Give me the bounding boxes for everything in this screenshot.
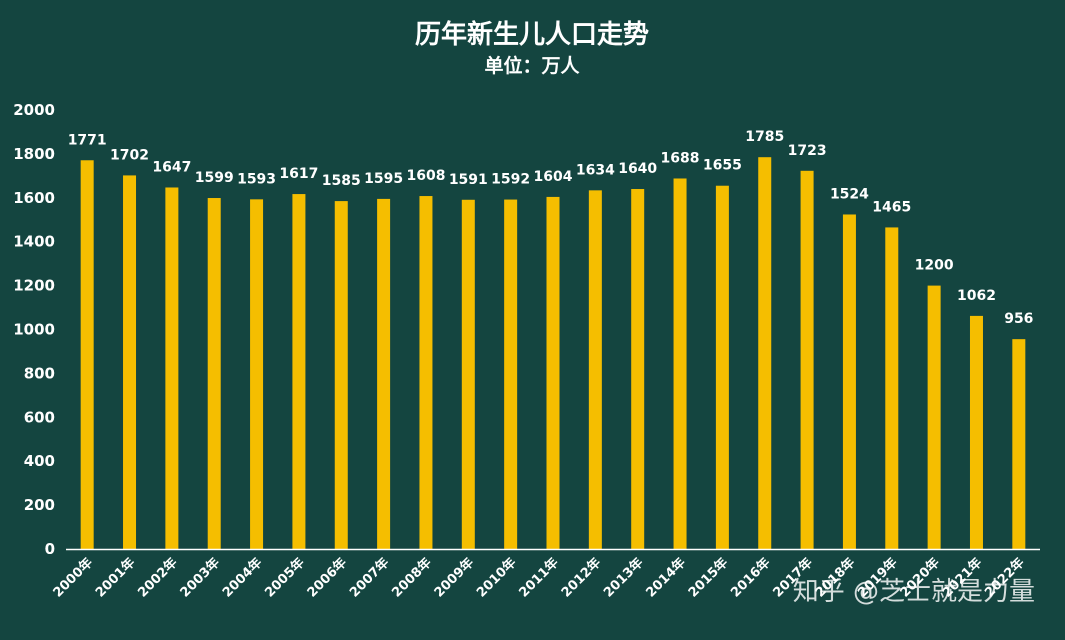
- x-tick-label: 2003年: [177, 555, 223, 601]
- x-tick-label: 2009年: [431, 555, 477, 601]
- y-tick-label: 1400: [13, 233, 55, 251]
- x-tick-label: 2000年: [50, 555, 96, 601]
- bar: [546, 196, 560, 549]
- bar: [715, 185, 729, 550]
- bar-value-label: 1634: [576, 162, 615, 178]
- bar: [758, 157, 772, 549]
- bar-value-label: 1595: [364, 171, 403, 187]
- bar-value-label: 1604: [534, 169, 573, 185]
- x-tick-label: 2001年: [92, 555, 138, 601]
- x-tick-label: 2015年: [685, 555, 731, 601]
- x-tick-label: 2014年: [643, 555, 689, 601]
- bar: [588, 190, 602, 549]
- x-tick-label: 2008年: [389, 555, 435, 601]
- y-tick-label: 1200: [13, 277, 55, 295]
- bar-value-label: 1200: [915, 258, 954, 274]
- bar: [123, 175, 137, 549]
- x-tick-label: 2013年: [600, 555, 646, 601]
- bar: [927, 285, 941, 549]
- bar-value-label: 1655: [703, 158, 742, 174]
- bar: [673, 178, 687, 549]
- bar-value-label: 1524: [830, 186, 869, 202]
- bar: [1012, 339, 1026, 549]
- x-tick-label: 2016年: [727, 555, 773, 601]
- bar-value-label: 1640: [618, 161, 657, 177]
- x-tick-label: 2005年: [262, 555, 308, 601]
- bar: [461, 199, 475, 549]
- y-tick-label: 1600: [13, 189, 55, 207]
- bar: [842, 214, 856, 549]
- bar: [292, 194, 306, 550]
- bar-value-label: 1592: [491, 172, 530, 188]
- bar-value-label: 1465: [872, 199, 911, 215]
- bar-value-label: 1723: [788, 143, 827, 159]
- y-tick-label: 0: [45, 540, 55, 558]
- x-tick-label: 2002年: [135, 555, 181, 601]
- watermark: 知乎 @芝士就是力量: [793, 577, 1035, 607]
- bar: [885, 227, 899, 549]
- x-tick-label: 2012年: [558, 555, 604, 601]
- x-tick-label: 2004年: [219, 555, 265, 601]
- bar-value-label: 1593: [237, 171, 276, 187]
- y-tick-label: 1800: [13, 145, 55, 163]
- bar-value-label: 1771: [68, 132, 107, 148]
- bars-group: [80, 157, 1026, 550]
- chart-title: 历年新生儿人口走势: [415, 19, 649, 50]
- bar: [250, 199, 264, 550]
- x-tick-label: 2006年: [304, 555, 350, 601]
- bar: [165, 187, 179, 549]
- bar: [377, 198, 391, 549]
- bar-value-label: 1617: [279, 166, 318, 182]
- bar-value-label: 1647: [152, 159, 191, 175]
- bar-value-label: 1591: [449, 172, 488, 188]
- bar-value-label: 1585: [322, 173, 361, 189]
- bar-value-label: 956: [1004, 311, 1033, 327]
- y-tick-label: 1000: [13, 321, 55, 339]
- bar: [969, 315, 983, 549]
- x-tick-label: 2007年: [346, 555, 392, 601]
- bar: [631, 189, 645, 549]
- bar-value-label: 1599: [195, 170, 234, 186]
- bar-value-label: 1688: [661, 150, 700, 166]
- y-tick-label: 600: [24, 408, 55, 426]
- y-axis-ticks: 0 200 400 600 800 1000 1200 1400 1600 1800 2000: [13, 101, 55, 558]
- y-tick-label: 800: [24, 364, 55, 382]
- x-tick-label: 2011年: [516, 555, 562, 601]
- bar-value-label: 1702: [110, 147, 149, 163]
- bar: [504, 199, 518, 549]
- bar: [334, 201, 348, 549]
- chart-subtitle: 单位：万人: [484, 54, 580, 77]
- bar: [207, 198, 221, 549]
- y-tick-label: 400: [24, 452, 55, 470]
- bar: [800, 170, 814, 549]
- bar-value-label: 1785: [745, 129, 784, 145]
- bar-value-label: 1608: [406, 168, 445, 184]
- y-tick-label: 200: [24, 496, 55, 514]
- bar: [419, 196, 433, 549]
- x-tick-label: 2010年: [473, 555, 519, 601]
- y-tick-label: 2000: [13, 101, 55, 119]
- bar: [80, 160, 94, 549]
- bar-value-label: 1062: [957, 288, 996, 304]
